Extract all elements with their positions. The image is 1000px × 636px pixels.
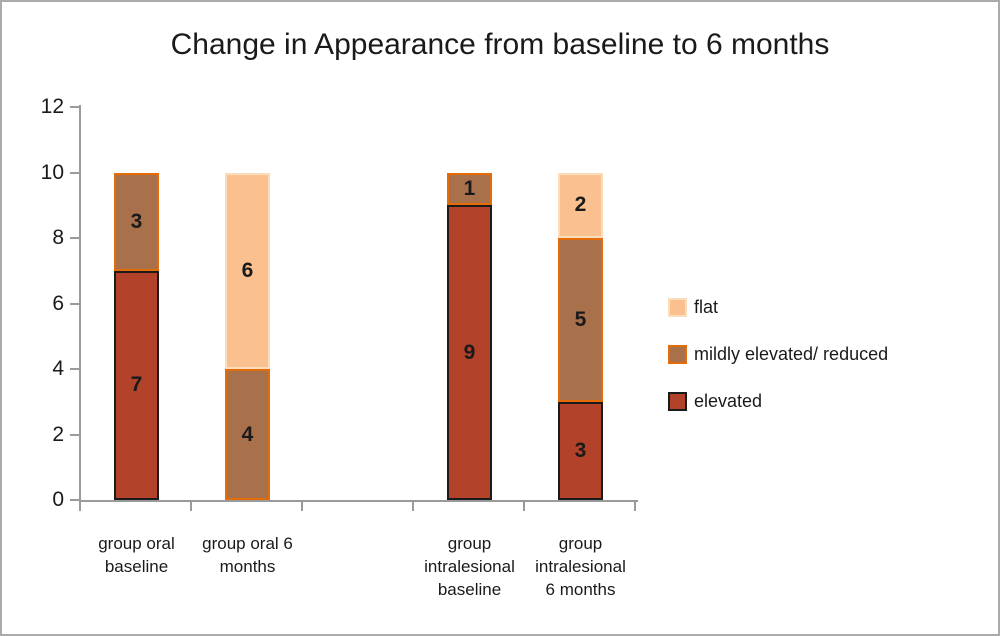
x-axis-category-label-line: baseline <box>437 580 502 599</box>
y-axis-tick <box>70 106 81 108</box>
legend-swatch-flat-icon <box>668 298 687 317</box>
x-axis-category-label-line: months <box>219 557 276 576</box>
legend: flat mildly elevated/ reduced elevated <box>668 297 888 412</box>
y-axis-tick <box>70 433 81 436</box>
bar-segment: 9 <box>447 205 492 500</box>
x-axis-tick <box>634 500 636 511</box>
x-axis-category-label-line: baseline <box>104 557 169 576</box>
bar-segment: 4 <box>225 369 270 500</box>
x-axis-tick <box>523 500 525 511</box>
legend-item-flat: flat <box>668 297 888 318</box>
x-axis-tick <box>301 500 303 511</box>
legend-swatch-elevated-icon <box>668 392 687 411</box>
legend-label-elevated: elevated <box>694 391 763 411</box>
x-axis-category-label: group intralesional baseline <box>395 532 545 601</box>
y-axis-tick-label: 8 <box>52 226 64 249</box>
legend-label-flat: flat <box>694 297 719 317</box>
y-axis-tick-label: 10 <box>40 160 64 184</box>
bar-segment: 3 <box>558 401 603 500</box>
x-axis-tick <box>190 500 192 511</box>
y-axis-tick-label: 12 <box>40 95 64 118</box>
x-axis-category-label: group oral baseline <box>62 532 212 578</box>
bar-segment-value: 3 <box>130 209 143 233</box>
bar-segment-value: 7 <box>130 373 143 397</box>
bar-segment: 7 <box>114 270 159 500</box>
y-axis-tick-label: 6 <box>52 291 64 315</box>
y-axis-tick <box>70 499 81 501</box>
chart-title: Change in Appearance from baseline to 6 … <box>170 28 830 61</box>
y-axis-tick <box>70 368 81 370</box>
bar-segment-value: 3 <box>574 438 587 462</box>
bar-segment: 2 <box>558 172 603 238</box>
x-axis-category-label-line: intralesional <box>424 557 515 576</box>
x-axis-category-label-line: group oral <box>98 534 175 553</box>
x-axis-category-label-line: group <box>558 534 603 553</box>
y-axis-tick-label: 2 <box>52 422 64 446</box>
x-axis-category-label: group oral 6 months <box>173 532 323 578</box>
x-axis-category-label-line: group oral 6 <box>202 534 293 553</box>
x-axis-category-label-line: intralesional <box>535 557 626 576</box>
bar-segment-value: 1 <box>463 176 476 200</box>
y-axis-tick-label: 4 <box>52 357 64 380</box>
x-axis-category-label: group intralesional 6 months <box>506 532 656 601</box>
y-axis-tick <box>70 237 81 239</box>
bar-segment-value: 2 <box>574 193 587 217</box>
y-axis-tick-label: 0 <box>52 488 64 511</box>
x-axis-category-label-line: 6 months <box>545 580 616 599</box>
legend-label-mildly-elevated: mildly elevated/ reduced <box>694 344 889 364</box>
bar-segment: 1 <box>447 172 492 206</box>
bar-segment: 3 <box>114 172 159 271</box>
x-axis-line <box>79 500 638 502</box>
y-axis-tick <box>70 302 81 305</box>
bar-segment-value: 6 <box>241 258 254 282</box>
bar-segment: 6 <box>225 172 270 369</box>
y-axis-tick <box>70 171 81 174</box>
x-axis-category-label-line: group <box>447 534 492 553</box>
legend-swatch-mildly-elevated-icon <box>668 345 687 364</box>
legend-item-mildly-elevated: mildly elevated/ reduced <box>668 344 888 365</box>
x-axis-tick <box>412 500 414 511</box>
bar-segment-value: 4 <box>241 422 254 446</box>
bar-segment-value: 9 <box>463 340 476 364</box>
bar-segment-value: 5 <box>574 307 587 331</box>
legend-item-elevated: elevated <box>668 391 888 412</box>
x-axis-tick <box>79 500 81 511</box>
bar-segment: 5 <box>558 238 603 402</box>
